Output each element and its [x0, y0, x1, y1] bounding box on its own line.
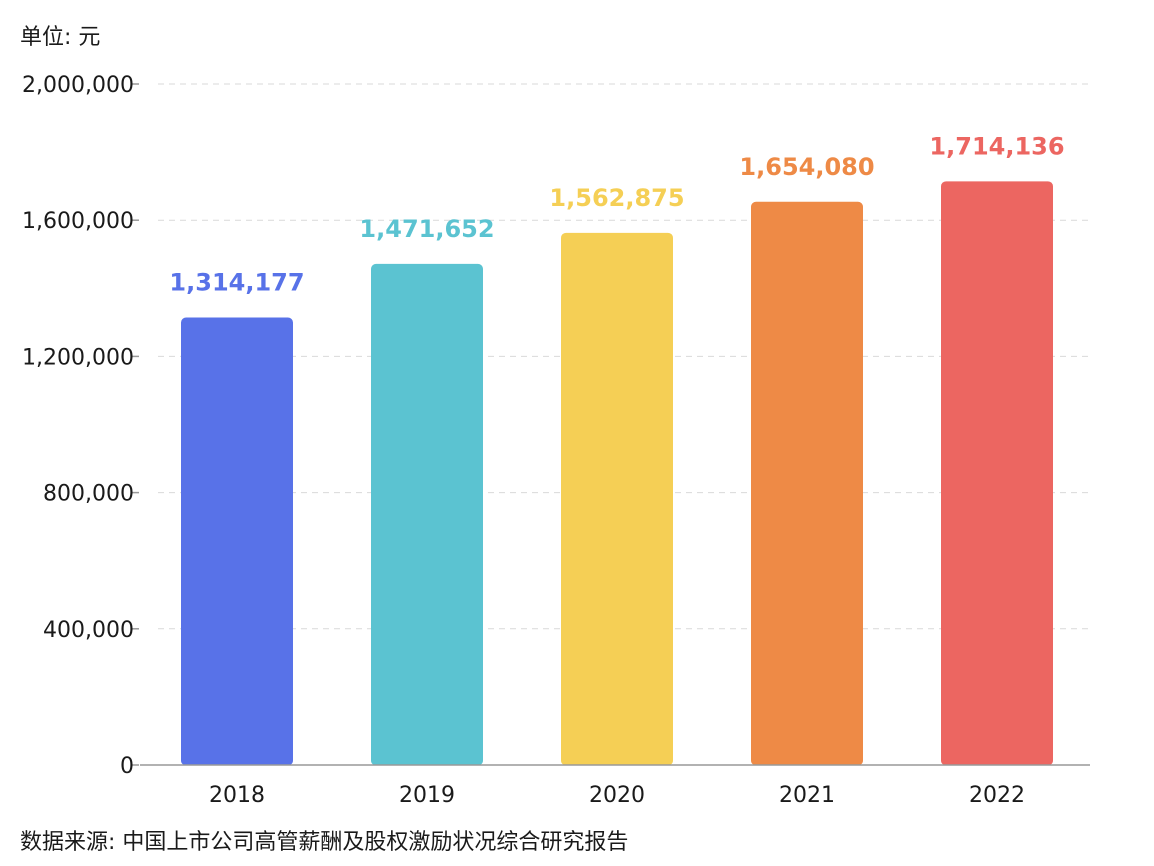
y-tick-label: 1,600,000: [22, 209, 134, 234]
x-tick-label: 2018: [209, 783, 265, 808]
data-label-2020: 1,562,875: [549, 184, 684, 212]
bars: [181, 181, 1053, 766]
y-tick-label: 1,200,000: [22, 345, 134, 370]
data-label-2018: 1,314,177: [169, 269, 304, 297]
unit-label: 单位: 元: [20, 25, 100, 50]
bar-2019: [371, 263, 483, 766]
y-axis: 0 400,000 800,000 1,200,000 1,600,000 2,000,0…: [22, 73, 139, 779]
data-label-2022: 1,714,136: [929, 132, 1064, 160]
y-tick-label: 400,000: [43, 618, 134, 643]
y-tick-label: 2,000,000: [22, 73, 134, 98]
bar-2020: [561, 232, 673, 766]
data-label-2021: 1,654,080: [739, 153, 874, 181]
bar-2018: [181, 317, 293, 766]
bar-2021: [751, 201, 863, 766]
data-labels: 1,314,177 1,471,652 1,562,875 1,654,080 1,71…: [169, 132, 1064, 296]
x-tick-label: 2022: [969, 783, 1025, 808]
y-tick-label: 0: [120, 754, 134, 779]
x-tick-label: 2020: [589, 783, 645, 808]
bar-2022: [941, 181, 1053, 766]
x-tick-label: 2019: [399, 783, 455, 808]
source-label: 数据来源: 中国上市公司高管薪酬及股权激励状况综合研究报告: [20, 830, 628, 855]
data-label-2019: 1,471,652: [359, 215, 494, 243]
x-tick-label: 2021: [779, 783, 835, 808]
y-tick-label: 800,000: [43, 482, 134, 507]
x-axis: 2018 2019 2020 2021 2022: [140, 764, 1090, 808]
